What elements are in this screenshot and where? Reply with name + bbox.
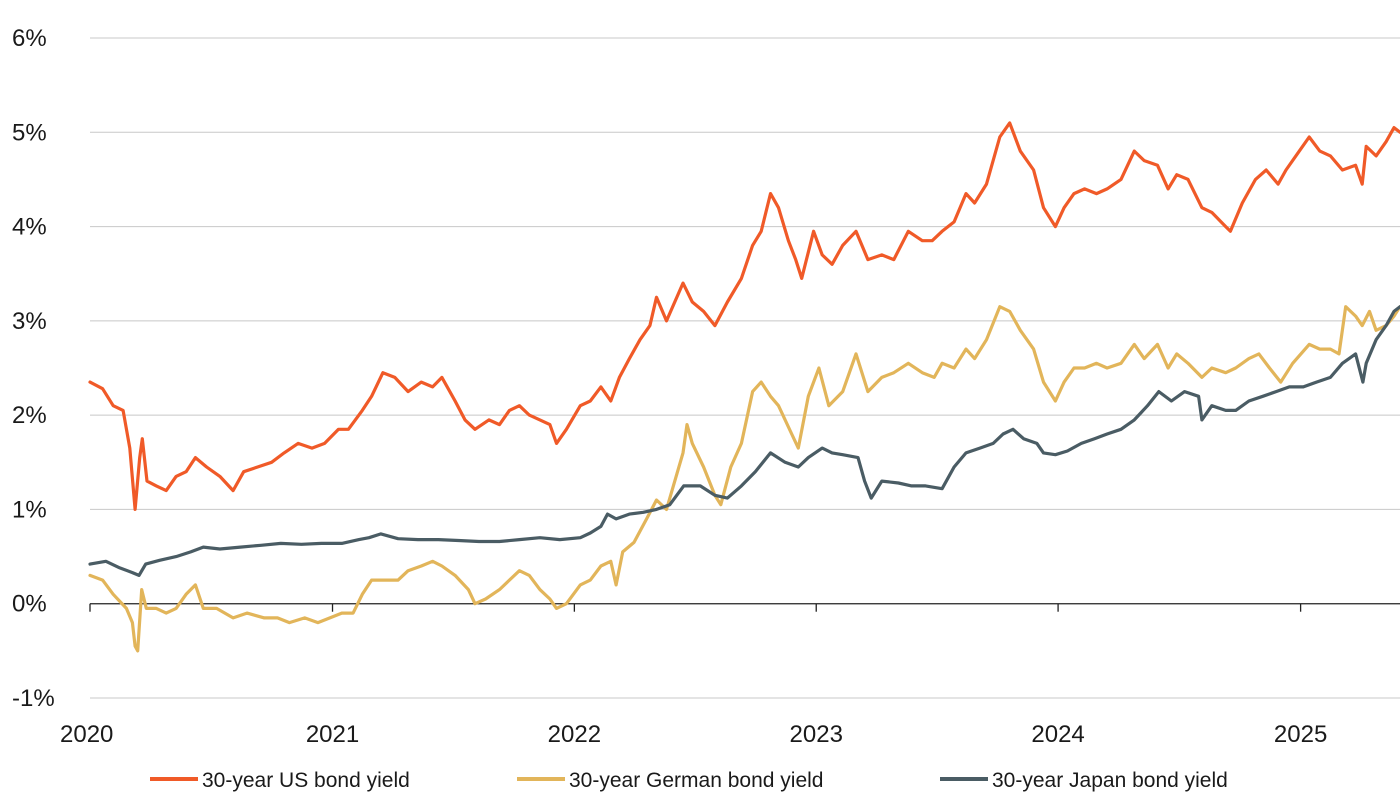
y-tick-label: 2% xyxy=(12,402,47,429)
legend-item: 30-year US bond yield xyxy=(150,769,410,792)
series-line-us xyxy=(88,121,1400,511)
gridlines xyxy=(90,37,1400,699)
x-tick-label: 2023 xyxy=(790,721,843,748)
y-tick-label: -1% xyxy=(12,685,55,712)
y-tick-label: 0% xyxy=(12,591,47,618)
x-tick-label: 2025 xyxy=(1274,721,1327,748)
x-tick-label: 2022 xyxy=(548,721,601,748)
legend: 30-year US bond yield 30-year German bond… xyxy=(150,769,1228,792)
legend-label: 30-year Japan bond yield xyxy=(992,769,1228,792)
y-tick-label: 6% xyxy=(12,25,47,52)
y-tick-label: 1% xyxy=(12,496,47,523)
y-tick-label: 5% xyxy=(12,119,47,146)
y-tick-labels: 6% 5% 4% 3% 2% 1% 0% -1% xyxy=(12,25,55,712)
x-tick-labels: 2020 2021 2022 2023 2024 2025 xyxy=(60,721,1327,748)
x-tick-label: 2020 xyxy=(60,721,113,748)
x-tick-label: 2021 xyxy=(306,721,359,748)
series-line-japan xyxy=(88,305,1400,577)
y-tick-label: 4% xyxy=(12,214,47,241)
legend-item: 30-year German bond yield xyxy=(517,769,823,792)
series-lines xyxy=(88,121,1400,653)
x-axis xyxy=(89,603,1400,612)
x-tick-label: 2024 xyxy=(1031,721,1084,748)
legend-item: 30-year Japan bond yield xyxy=(940,769,1228,792)
series-line-german xyxy=(88,305,1400,653)
legend-label: 30-year US bond yield xyxy=(202,769,410,792)
y-tick-label: 3% xyxy=(12,308,47,335)
legend-label: 30-year German bond yield xyxy=(569,769,823,792)
